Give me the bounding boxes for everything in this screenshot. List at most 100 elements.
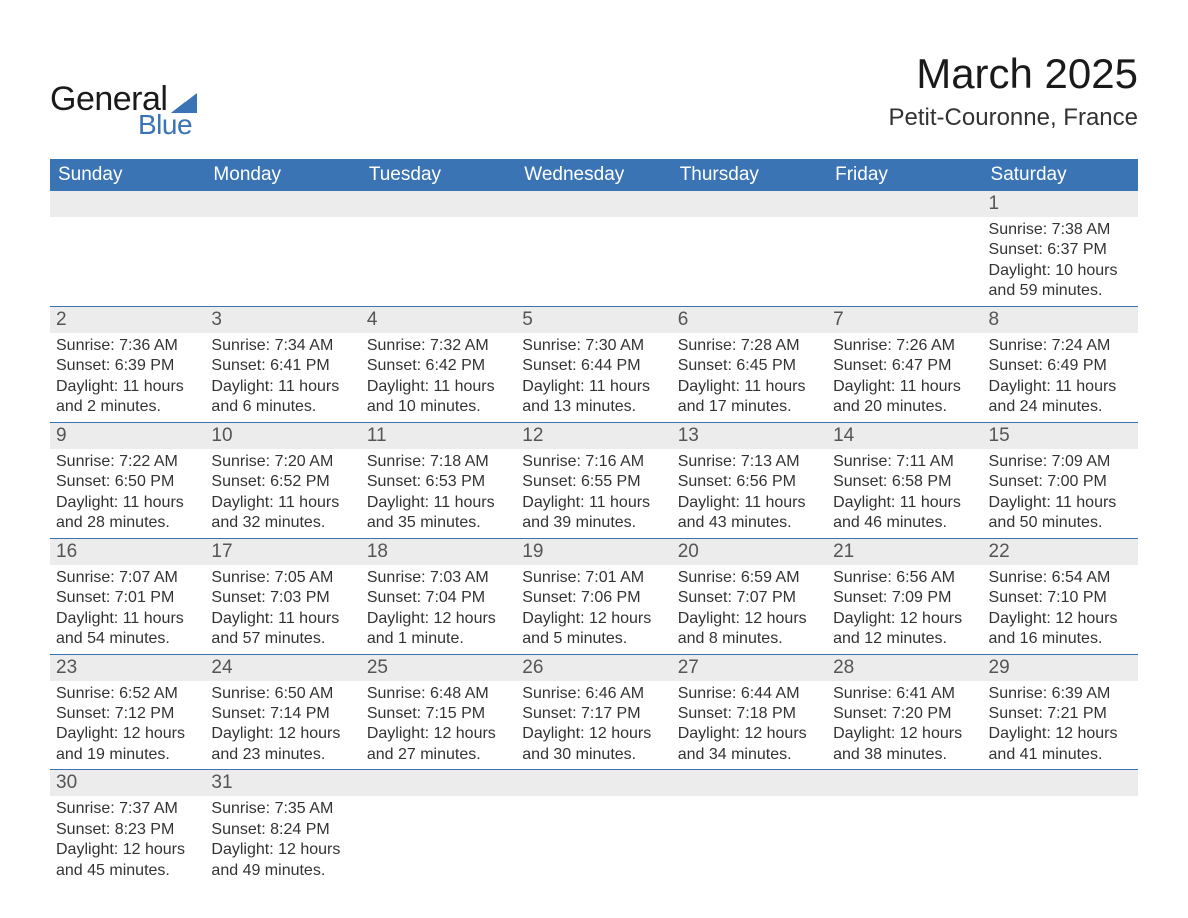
day-detail-cell: Sunrise: 6:44 AMSunset: 7:18 PMDaylight:… — [672, 681, 827, 770]
day-detail-cell: Sunrise: 7:24 AMSunset: 6:49 PMDaylight:… — [983, 333, 1138, 422]
day-detail-line: Sunrise: 7:38 AM — [989, 220, 1132, 240]
day-detail-cell: Sunrise: 7:07 AMSunset: 7:01 PMDaylight:… — [50, 565, 205, 654]
day-detail-cell: Sunrise: 7:03 AMSunset: 7:04 PMDaylight:… — [361, 565, 516, 654]
day-detail-line: Sunrise: 6:56 AM — [833, 568, 976, 588]
day-detail-cell: Sunrise: 7:22 AMSunset: 6:50 PMDaylight:… — [50, 449, 205, 538]
day-detail-line: Sunset: 6:37 PM — [989, 240, 1132, 260]
day-detail-cell — [516, 796, 671, 885]
daynum-row: 2345678 — [50, 306, 1138, 333]
day-detail-cell — [205, 217, 360, 306]
day-detail-line: Sunset: 7:12 PM — [56, 704, 199, 724]
day-number-cell — [205, 191, 360, 217]
day-detail-cell: Sunrise: 7:20 AMSunset: 6:52 PMDaylight:… — [205, 449, 360, 538]
day-detail-cell: Sunrise: 7:16 AMSunset: 6:55 PMDaylight:… — [516, 449, 671, 538]
day-detail-line: Sunset: 7:03 PM — [211, 588, 354, 608]
day-number-cell: 22 — [983, 538, 1138, 565]
day-detail-line: Sunset: 6:42 PM — [367, 356, 510, 376]
brand-logo: General Blue — [50, 80, 197, 141]
day-number-cell: 12 — [516, 422, 671, 449]
day-detail-line: Sunrise: 7:32 AM — [367, 336, 510, 356]
weekday-header-row: Sunday Monday Tuesday Wednesday Thursday… — [50, 159, 1138, 191]
day-detail-line: Sunset: 7:14 PM — [211, 704, 354, 724]
day-number-cell: 18 — [361, 538, 516, 565]
day-detail-line: Daylight: 11 hours and 17 minutes. — [678, 377, 821, 418]
day-detail-cell: Sunrise: 6:46 AMSunset: 7:17 PMDaylight:… — [516, 681, 671, 770]
day-detail-line: Sunrise: 7:30 AM — [522, 336, 665, 356]
detail-row: Sunrise: 7:37 AMSunset: 8:23 PMDaylight:… — [50, 796, 1138, 885]
day-number-cell: 10 — [205, 422, 360, 449]
day-number-cell: 30 — [50, 770, 205, 797]
title-block: March 2025 Petit-Couronne, France — [889, 50, 1138, 132]
day-detail-line: Sunrise: 7:37 AM — [56, 799, 199, 819]
day-detail-line: Daylight: 12 hours and 5 minutes. — [522, 609, 665, 650]
daynum-row: 3031 — [50, 770, 1138, 797]
day-detail-line: Daylight: 12 hours and 16 minutes. — [989, 609, 1132, 650]
day-number-cell: 21 — [827, 538, 982, 565]
day-detail-line: Sunset: 6:56 PM — [678, 472, 821, 492]
day-detail-cell: Sunrise: 7:32 AMSunset: 6:42 PMDaylight:… — [361, 333, 516, 422]
day-number-cell: 20 — [672, 538, 827, 565]
day-number-cell — [516, 191, 671, 217]
day-detail-line: Sunrise: 7:36 AM — [56, 336, 199, 356]
day-number-cell — [50, 191, 205, 217]
day-detail-line: Sunrise: 6:39 AM — [989, 684, 1132, 704]
day-detail-line: Sunrise: 7:24 AM — [989, 336, 1132, 356]
weekday-header: Sunday — [50, 159, 205, 191]
day-detail-line: Sunrise: 7:35 AM — [211, 799, 354, 819]
day-detail-cell — [672, 217, 827, 306]
day-detail-cell: Sunrise: 7:11 AMSunset: 6:58 PMDaylight:… — [827, 449, 982, 538]
day-number-cell — [672, 770, 827, 797]
day-detail-line: Sunrise: 7:28 AM — [678, 336, 821, 356]
day-detail-line: Daylight: 11 hours and 28 minutes. — [56, 493, 199, 534]
day-detail-line: Sunrise: 7:01 AM — [522, 568, 665, 588]
day-number-cell: 7 — [827, 306, 982, 333]
day-number-cell: 9 — [50, 422, 205, 449]
day-detail-line: Daylight: 11 hours and 50 minutes. — [989, 493, 1132, 534]
day-number-cell: 15 — [983, 422, 1138, 449]
day-detail-cell: Sunrise: 7:18 AMSunset: 6:53 PMDaylight:… — [361, 449, 516, 538]
weekday-header: Friday — [827, 159, 982, 191]
day-detail-cell: Sunrise: 6:59 AMSunset: 7:07 PMDaylight:… — [672, 565, 827, 654]
day-detail-cell: Sunrise: 7:26 AMSunset: 6:47 PMDaylight:… — [827, 333, 982, 422]
day-detail-line: Sunrise: 7:07 AM — [56, 568, 199, 588]
day-number-cell: 3 — [205, 306, 360, 333]
day-number-cell — [516, 770, 671, 797]
day-detail-cell — [516, 217, 671, 306]
brand-word2: Blue — [138, 109, 197, 141]
day-detail-line: Sunrise: 6:44 AM — [678, 684, 821, 704]
day-detail-line: Sunset: 6:53 PM — [367, 472, 510, 492]
day-detail-cell: Sunrise: 6:54 AMSunset: 7:10 PMDaylight:… — [983, 565, 1138, 654]
day-detail-line: Daylight: 11 hours and 43 minutes. — [678, 493, 821, 534]
weekday-header: Saturday — [983, 159, 1138, 191]
day-detail-line: Sunrise: 7:16 AM — [522, 452, 665, 472]
day-detail-cell: Sunrise: 7:36 AMSunset: 6:39 PMDaylight:… — [50, 333, 205, 422]
day-detail-cell: Sunrise: 6:41 AMSunset: 7:20 PMDaylight:… — [827, 681, 982, 770]
day-detail-cell: Sunrise: 7:34 AMSunset: 6:41 PMDaylight:… — [205, 333, 360, 422]
day-detail-line: Daylight: 10 hours and 59 minutes. — [989, 261, 1132, 302]
day-number-cell: 17 — [205, 538, 360, 565]
day-detail-line: Daylight: 11 hours and 57 minutes. — [211, 609, 354, 650]
header: General Blue March 2025 Petit-Couronne, … — [50, 50, 1138, 141]
day-detail-cell: Sunrise: 7:35 AMSunset: 8:24 PMDaylight:… — [205, 796, 360, 885]
day-detail-cell — [827, 217, 982, 306]
day-detail-line: Daylight: 12 hours and 19 minutes. — [56, 724, 199, 765]
day-detail-cell — [983, 796, 1138, 885]
day-detail-cell: Sunrise: 7:37 AMSunset: 8:23 PMDaylight:… — [50, 796, 205, 885]
day-detail-line: Sunset: 7:17 PM — [522, 704, 665, 724]
daynum-row: 16171819202122 — [50, 538, 1138, 565]
day-detail-line: Sunset: 8:23 PM — [56, 820, 199, 840]
day-detail-cell: Sunrise: 7:38 AMSunset: 6:37 PMDaylight:… — [983, 217, 1138, 306]
daynum-row: 9101112131415 — [50, 422, 1138, 449]
day-detail-line: Daylight: 12 hours and 38 minutes. — [833, 724, 976, 765]
day-detail-line: Sunrise: 6:41 AM — [833, 684, 976, 704]
day-detail-line: Sunrise: 6:48 AM — [367, 684, 510, 704]
day-detail-line: Daylight: 11 hours and 20 minutes. — [833, 377, 976, 418]
day-detail-cell — [361, 796, 516, 885]
day-detail-line: Sunset: 6:45 PM — [678, 356, 821, 376]
day-number-cell — [361, 191, 516, 217]
day-detail-line: Sunrise: 6:46 AM — [522, 684, 665, 704]
day-number-cell: 5 — [516, 306, 671, 333]
day-detail-line: Sunset: 6:55 PM — [522, 472, 665, 492]
day-number-cell — [361, 770, 516, 797]
day-detail-line: Sunrise: 6:59 AM — [678, 568, 821, 588]
